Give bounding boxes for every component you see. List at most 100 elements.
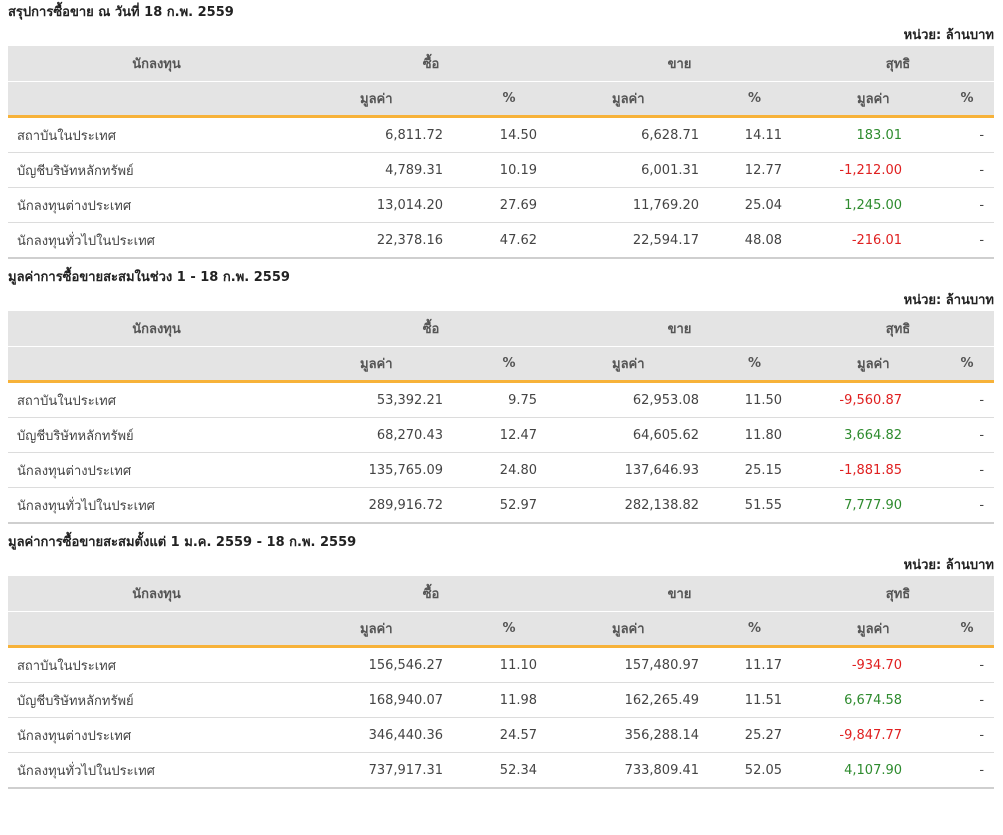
net-percent: - (940, 417, 995, 453)
sell-value: 11,769.20 (557, 187, 708, 223)
table-row: นักลงทุนทั่วไปในประเทศ 289,916.72 52.97 … (8, 487, 995, 524)
sell-value: 6,001.31 (557, 152, 708, 188)
header-sell-value: มูลค่า (557, 611, 708, 648)
header-net-percent: % (940, 346, 995, 383)
sell-value: 162,265.49 (557, 682, 708, 718)
buy-value: 168,940.07 (305, 682, 461, 718)
net-value: 3,664.82 (802, 417, 941, 453)
buy-value: 4,789.31 (305, 152, 461, 188)
buy-percent: 24.57 (461, 717, 558, 753)
buy-percent: 9.75 (461, 381, 558, 418)
buy-percent: 47.62 (461, 222, 558, 259)
buy-percent: 14.50 (461, 116, 558, 153)
table-row: บัญชีบริษัทหลักทรัพย์ 68,270.43 12.47 64… (8, 417, 995, 453)
sell-value: 6,628.71 (557, 116, 708, 153)
header-blank (8, 611, 305, 648)
summary-section: มูลค่าการซื้อขายสะสมตั้งแต่ 1 ม.ค. 2559 … (8, 530, 995, 789)
sell-value: 157,480.97 (557, 646, 708, 683)
net-value: 183.01 (802, 116, 941, 153)
investor-name: บัญชีบริษัทหลักทรัพย์ (8, 417, 305, 453)
table-row: บัญชีบริษัทหลักทรัพย์ 4,789.31 10.19 6,0… (8, 152, 995, 188)
header-sell: ขาย (557, 311, 803, 347)
table-row: นักลงทุนทั่วไปในประเทศ 22,378.16 47.62 2… (8, 222, 995, 259)
header-sell-value: มูลค่า (557, 346, 708, 383)
header-sell-value: มูลค่า (557, 81, 708, 118)
unit-label: หน่วย: ล้านบาท (903, 28, 994, 43)
header-buy-value: มูลค่า (305, 81, 461, 118)
sell-percent: 12.77 (707, 152, 803, 188)
investor-name: สถาบันในประเทศ (8, 116, 305, 153)
buy-percent: 10.19 (461, 152, 558, 188)
investor-name: สถาบันในประเทศ (8, 646, 305, 683)
buy-value: 53,392.21 (305, 381, 461, 418)
net-percent: - (940, 152, 995, 188)
unit-label: หน่วย: ล้านบาท (903, 293, 994, 308)
table-row: นักลงทุนต่างประเทศ 13,014.20 27.69 11,76… (8, 187, 995, 223)
table-row: สถาบันในประเทศ 156,546.27 11.10 157,480.… (8, 646, 995, 683)
summary-table: นักลงทุน ซื้อ ขาย สุทธิ มูลค่า % มูลค่า … (8, 46, 995, 259)
net-percent: - (940, 381, 995, 418)
header-net-percent: % (940, 611, 995, 648)
header-buy: ซื้อ (305, 576, 558, 612)
sell-percent: 25.04 (707, 187, 803, 223)
section-title: มูลค่าการซื้อขายสะสมในช่วง 1 - 18 ก.พ. 2… (8, 270, 290, 285)
sell-percent: 25.27 (707, 717, 803, 753)
net-value: 6,674.58 (802, 682, 941, 718)
sell-percent: 11.50 (707, 381, 803, 418)
sell-value: 62,953.08 (557, 381, 708, 418)
summary-table: นักลงทุน ซื้อ ขาย สุทธิ มูลค่า % มูลค่า … (8, 311, 995, 524)
table-row: สถาบันในประเทศ 6,811.72 14.50 6,628.71 1… (8, 116, 995, 153)
investor-name: นักลงทุนต่างประเทศ (8, 717, 305, 753)
unit-label: หน่วย: ล้านบาท (903, 558, 994, 573)
investor-name: นักลงทุนทั่วไปในประเทศ (8, 487, 305, 524)
net-percent: - (940, 487, 995, 524)
net-value: -9,560.87 (802, 381, 941, 418)
buy-percent: 12.47 (461, 417, 558, 453)
buy-percent: 52.97 (461, 487, 558, 524)
buy-value: 6,811.72 (305, 116, 461, 153)
net-percent: - (940, 717, 995, 753)
section-title: มูลค่าการซื้อขายสะสมตั้งแต่ 1 ม.ค. 2559 … (8, 535, 357, 550)
summary-section: มูลค่าการซื้อขายสะสมในช่วง 1 - 18 ก.พ. 2… (8, 265, 995, 524)
investor-name: นักลงทุนทั่วไปในประเทศ (8, 752, 305, 789)
buy-value: 289,916.72 (305, 487, 461, 524)
header-net: สุทธิ (802, 311, 995, 347)
header-sell-percent: % (707, 346, 803, 383)
net-value: 4,107.90 (802, 752, 941, 789)
table-row: สถาบันในประเทศ 53,392.21 9.75 62,953.08 … (8, 381, 995, 418)
net-value: 7,777.90 (802, 487, 941, 524)
net-value: -934.70 (802, 646, 941, 683)
buy-value: 68,270.43 (305, 417, 461, 453)
header-buy: ซื้อ (305, 46, 558, 82)
header-buy-percent: % (461, 81, 558, 118)
investor-name: บัญชีบริษัทหลักทรัพย์ (8, 682, 305, 718)
header-investor: นักลงทุน (8, 46, 305, 82)
sell-percent: 14.11 (707, 116, 803, 153)
sell-percent: 51.55 (707, 487, 803, 524)
buy-value: 135,765.09 (305, 452, 461, 488)
table-row: บัญชีบริษัทหลักทรัพย์ 168,940.07 11.98 1… (8, 682, 995, 718)
summary-section: สรุปการซื้อขาย ณ วันที่ 18 ก.พ. 2559 หน่… (8, 0, 995, 259)
net-percent: - (940, 682, 995, 718)
buy-value: 156,546.27 (305, 646, 461, 683)
sell-percent: 52.05 (707, 752, 803, 789)
header-net-value: มูลค่า (802, 611, 941, 648)
sell-value: 282,138.82 (557, 487, 708, 524)
summary-table: นักลงทุน ซื้อ ขาย สุทธิ มูลค่า % มูลค่า … (8, 576, 995, 789)
table-row: นักลงทุนต่างประเทศ 135,765.09 24.80 137,… (8, 452, 995, 488)
net-value: -9,847.77 (802, 717, 941, 753)
header-net: สุทธิ (802, 576, 995, 612)
buy-value: 22,378.16 (305, 222, 461, 259)
header-sell: ขาย (557, 576, 803, 612)
net-percent: - (940, 187, 995, 223)
net-value: -216.01 (802, 222, 941, 259)
sell-percent: 25.15 (707, 452, 803, 488)
buy-percent: 11.10 (461, 646, 558, 683)
header-investor: นักลงทุน (8, 576, 305, 612)
net-percent: - (940, 646, 995, 683)
sell-percent: 11.17 (707, 646, 803, 683)
sell-value: 137,646.93 (557, 452, 708, 488)
header-buy-value: มูลค่า (305, 611, 461, 648)
header-blank (8, 346, 305, 383)
section-title: สรุปการซื้อขาย ณ วันที่ 18 ก.พ. 2559 (8, 5, 234, 20)
